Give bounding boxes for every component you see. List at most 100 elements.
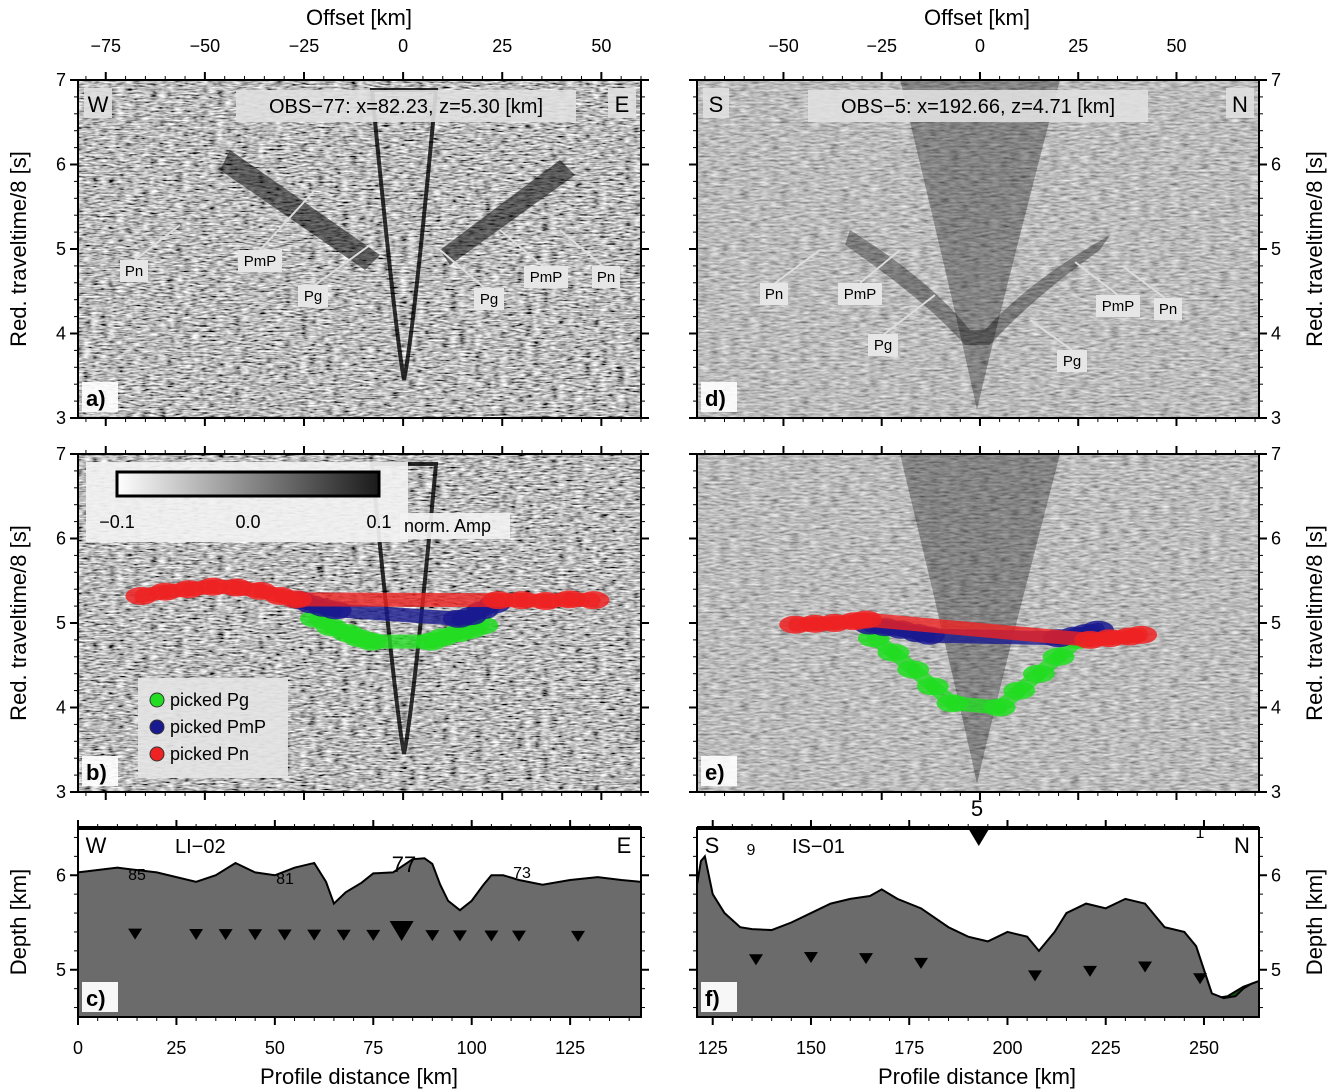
direct-wave-e [900,454,1060,784]
station-label-9: 9 [747,842,756,859]
dir-a-right: E [615,92,630,117]
tag-box-b [82,756,118,786]
xtick-label-f: 225 [1091,1038,1121,1058]
ylabel-depth-c: Depth [km] [6,869,31,975]
offset-title-left: Offset [km] [306,5,412,30]
pick-band-picked-pn [289,592,506,608]
obs-label-d: OBS−5: x=192.66, z=4.71 [km] [841,96,1115,118]
ytick-label-e: 4 [1271,698,1281,718]
obs-station-marker [307,929,322,941]
ytick-label-d: 7 [1271,70,1281,90]
legend-marker-pg [149,692,165,708]
station-label-81: 81 [276,871,294,888]
ytick-label-b: 6 [56,529,66,549]
legend-label-pmp: picked PmP [170,717,266,737]
phase-a-pmp-right: PmP [530,269,563,286]
station-label-77: 77 [392,852,416,877]
obs-station-marker [748,954,763,966]
obs-station-marker [389,921,414,942]
phase-box-a-4 [474,288,504,310]
station-label-1: 1 [1196,825,1205,842]
ylabel-time-b: Red. traveltime/8 [s] [6,525,31,721]
phase-a-pn-left: Pn [125,263,143,280]
xtick-label-f: 200 [992,1038,1022,1058]
dir-f-right: N [1234,833,1250,858]
ytick-label-b: 5 [56,613,66,633]
phase-box-d-6 [1154,298,1182,320]
legend: picked Pg picked PmP picked Pn [138,678,288,778]
obs-station-marker [218,929,233,941]
obs-box-a [236,90,576,122]
xtick-label-c: 100 [457,1038,487,1058]
xlabel-profile-f: Profile distance [km] [878,1064,1076,1089]
ytick-label-d: 5 [1271,239,1281,259]
colorbar-tick-min: −0.1 [99,512,135,532]
phase-a-pg-left: Pg [304,288,322,305]
panel-tag-a: a) [86,386,106,411]
panel-f [696,826,1260,1018]
ytick-label-b: 3 [56,782,66,802]
ytick-label-b: 7 [56,444,66,464]
station-label-85: 85 [128,867,146,884]
tag-box-f [701,982,737,1012]
ytick-label-a: 5 [56,239,66,259]
phase-a-pg-right: Pg [480,291,498,308]
obs-station-marker [189,928,204,940]
dir-f-left: S [705,833,720,858]
phase-box-a-5 [524,266,568,288]
ylabel-time-e: Red. traveltime/8 [s] [1302,525,1327,721]
obs-station-marker [452,930,467,942]
ytick-label-e: 6 [1271,529,1281,549]
xtick-label-c: 25 [166,1038,186,1058]
xtick-label-d: 25 [1068,36,1088,56]
obs-station-marker [1027,970,1042,982]
phase-labels-d [774,249,1166,351]
dir-c-right: E [617,833,632,858]
picks-b [125,577,610,651]
phase-box-d-1 [760,283,788,305]
obs-label-a: OBS−77: x=82.23, z=5.30 [km] [269,96,543,118]
legend-marker-pmp [149,719,165,735]
colorbar-tick-max: 0.1 [366,512,391,532]
obs-station-marker [1138,961,1153,973]
dir-box-a-left [84,88,112,118]
phase-box-d-5 [1096,295,1140,317]
stations-f [748,826,1208,985]
tag-box-d [701,382,737,412]
dir-c-left: W [86,833,107,858]
tag-box-e [701,756,737,786]
phase-box-a-3 [298,285,328,307]
dir-a-left: W [88,92,109,117]
xlabel-profile-c: Profile distance [km] [260,1064,458,1089]
phase-d-pn-right: Pn [1159,301,1177,318]
offset-title-right: Offset [km] [924,5,1030,30]
colorbar-tick-mid: 0.0 [235,512,260,532]
station-label-5: 5 [971,796,983,821]
panel-a [77,79,642,419]
ylabel-depth-f: Depth [km] [1302,869,1327,975]
dir-d-left: S [709,92,724,117]
picks-e [779,610,1158,717]
obs-station-marker [571,930,586,942]
phase-box-a-1 [120,260,148,282]
ytick-label-e: 7 [1271,444,1281,464]
phase-a-pmp-left: PmP [244,253,277,270]
xtick-label-c: 0 [73,1038,83,1058]
ytick-label-d: 3 [1271,408,1281,428]
legend-label-pg: picked Pg [170,690,249,710]
station-label-73: 73 [513,865,531,882]
ytick-label-a: 7 [56,70,66,90]
phase-d-pmp-right: PmP [1102,298,1135,315]
ylabel-time-d: Red. traveltime/8 [s] [1302,151,1327,347]
pick-picked-pn [1125,625,1158,644]
xtick-label-d: 50 [1166,36,1186,56]
obs-station-marker [425,930,440,942]
direct-wave-a [369,88,439,381]
pick-band-picked-pn [858,612,1098,647]
xtick-label-f: 250 [1189,1038,1219,1058]
panel-tag-f: f) [705,986,720,1011]
colorbar-label-box [400,513,510,539]
dir-box-d-left [703,88,729,118]
